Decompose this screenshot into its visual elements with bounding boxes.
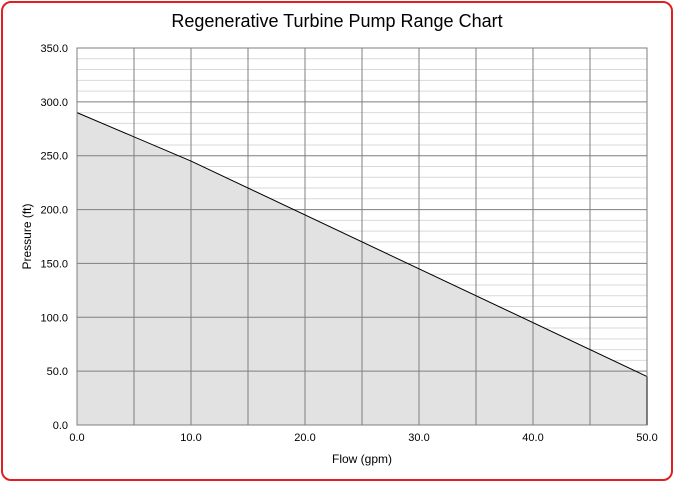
y-tick-label: 200.0: [40, 205, 68, 217]
y-tick-label: 100.0: [40, 312, 68, 324]
x-tick-label: 40.0: [522, 432, 543, 444]
y-tick-label: 50.0: [47, 366, 68, 378]
y-tick-label: 150.0: [40, 258, 68, 270]
y-axis-label: Pressure (ft): [20, 203, 34, 269]
x-tick-labels: 0.0 10.0 20.0 30.0 40.0 50.0: [69, 432, 657, 444]
y-tick-label: 300.0: [40, 97, 68, 109]
plot-border: [76, 47, 648, 426]
series-line: [76, 112, 648, 377]
y-tick-labels: 0.0 50.0 100.0 150.0 200.0 250.0 300.0 350.0: [40, 43, 68, 432]
y-tick-label: 350.0: [40, 43, 68, 55]
x-axis-label: Flow (gpm): [332, 452, 392, 466]
x-tick-label: 50.0: [636, 432, 657, 444]
y-tick-label: 0.0: [53, 420, 68, 432]
y-tick-label: 250.0: [40, 151, 68, 163]
chart-title: Regenerative Turbine Pump Range Chart: [171, 11, 503, 31]
x-tick-label: 10.0: [180, 432, 201, 444]
x-tick-label: 30.0: [408, 432, 429, 444]
x-tick-label: 20.0: [294, 432, 315, 444]
x-tick-label: 0.0: [69, 432, 84, 444]
